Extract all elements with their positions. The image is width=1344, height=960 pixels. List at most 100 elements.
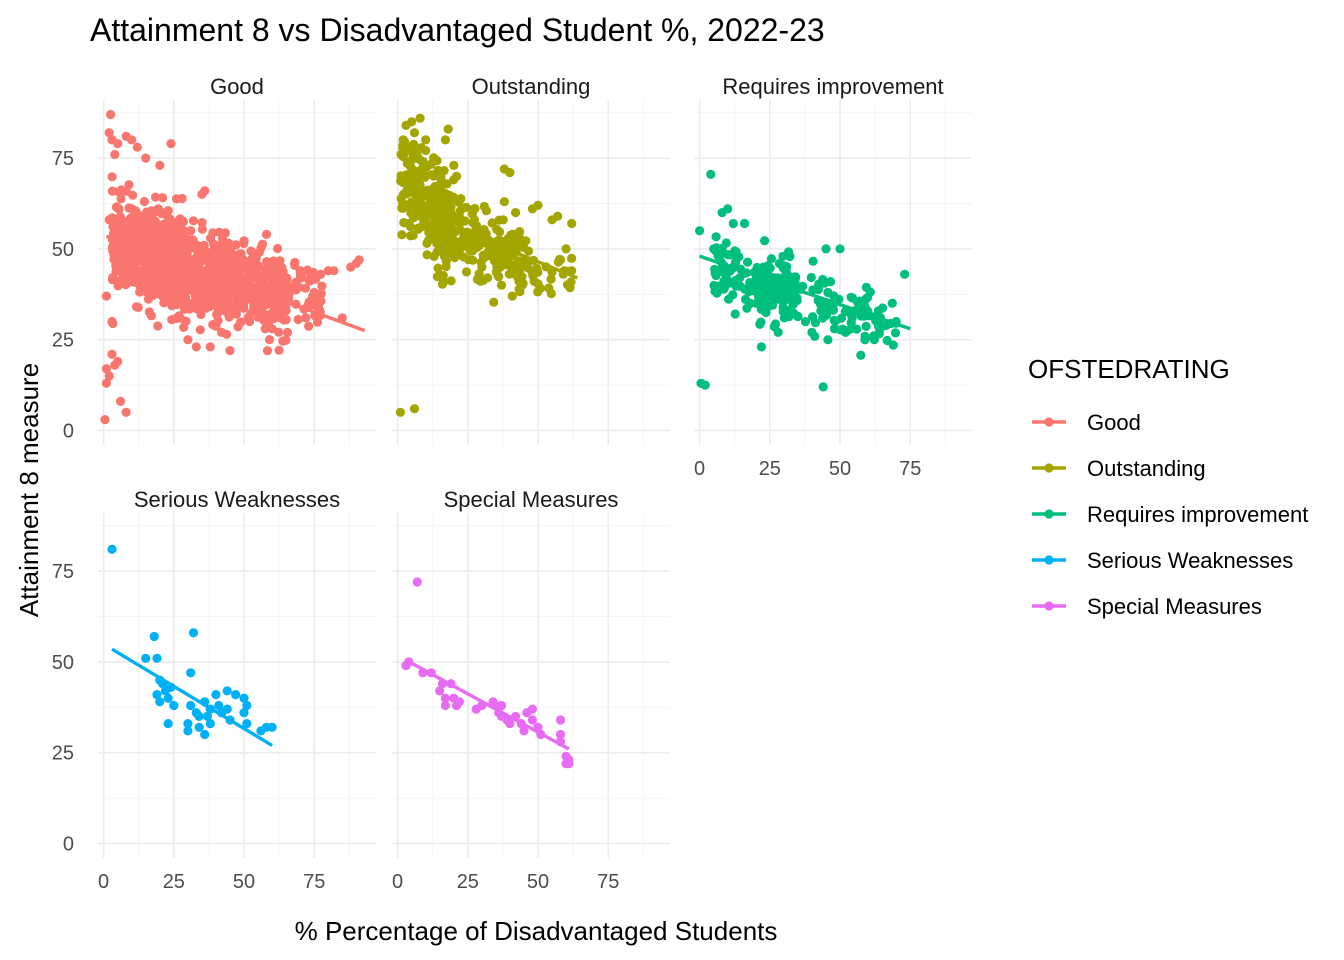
data-point (446, 276, 456, 286)
data-point (409, 166, 419, 176)
data-point (506, 230, 516, 240)
data-point (115, 396, 126, 406)
data-point (275, 256, 285, 266)
data-point (433, 263, 443, 273)
strip-label: Special Measures (444, 487, 619, 512)
data-point (239, 236, 249, 246)
data-point (409, 128, 420, 138)
data-point (449, 160, 459, 170)
data-point (212, 263, 222, 273)
data-point (564, 755, 574, 765)
data-point (274, 312, 284, 322)
legend-label: Special Measures (1087, 594, 1262, 619)
data-point (498, 215, 508, 225)
data-point (778, 262, 788, 272)
data-point (481, 206, 491, 216)
data-point (110, 149, 120, 160)
x-tick-label: 50 (829, 458, 851, 480)
data-point (452, 241, 462, 251)
panel-outstanding: Outstanding (392, 74, 670, 445)
data-point (440, 693, 450, 703)
data-point (150, 192, 161, 202)
data-point (861, 321, 871, 331)
data-point (225, 288, 235, 298)
data-point (121, 186, 131, 196)
data-point (422, 250, 432, 260)
data-point (282, 327, 293, 338)
data-point (184, 304, 194, 314)
data-point (847, 323, 857, 333)
data-point (756, 342, 767, 352)
data-point (231, 240, 241, 250)
data-point (152, 653, 162, 663)
legend-dot (1044, 555, 1054, 565)
data-point (519, 726, 529, 736)
x-tick-label: 50 (527, 871, 549, 893)
data-point (147, 276, 157, 286)
data-point (491, 267, 501, 277)
data-point (139, 196, 149, 207)
data-point (290, 258, 300, 268)
data-point (567, 218, 577, 229)
data-point (149, 224, 159, 234)
data-point (439, 242, 449, 252)
data-point (121, 280, 131, 290)
data-point (194, 711, 204, 722)
y-tick-label: 0 (63, 833, 74, 855)
data-point (888, 340, 898, 350)
data-point (246, 246, 256, 256)
data-point (492, 224, 502, 234)
data-point (293, 314, 303, 325)
data-point (192, 254, 202, 264)
data-point (521, 236, 531, 246)
data-point (825, 277, 836, 287)
legend-dot (1044, 601, 1054, 611)
y-tick-label: 50 (52, 652, 74, 674)
data-point (354, 255, 364, 265)
data-point (841, 327, 851, 337)
data-point (242, 719, 252, 729)
data-point (205, 719, 215, 729)
data-point (472, 274, 482, 284)
data-point (153, 321, 163, 331)
data-point (723, 250, 733, 260)
data-point (281, 273, 291, 283)
data-point (107, 172, 117, 182)
data-point (489, 297, 499, 307)
data-point (778, 251, 788, 261)
data-point (172, 299, 182, 310)
data-point (788, 308, 799, 318)
legend-item: Requires improvement (1032, 502, 1308, 527)
legend-dot (1044, 509, 1054, 519)
data-point (440, 135, 450, 145)
points (695, 169, 910, 392)
data-point (171, 229, 181, 240)
data-point (555, 715, 566, 725)
data-point (101, 364, 111, 374)
data-point (189, 297, 199, 308)
data-point (131, 302, 142, 312)
data-point (100, 415, 110, 425)
data-point (755, 266, 765, 276)
y-tick-label: 0 (63, 420, 74, 442)
data-point (555, 255, 566, 265)
x-tick-label: 0 (392, 871, 403, 893)
data-point (111, 261, 121, 271)
data-point (510, 208, 521, 218)
legend-label: Good (1087, 410, 1141, 435)
data-point (149, 631, 159, 642)
data-point (174, 311, 184, 321)
data-point (135, 276, 145, 286)
data-point (145, 218, 155, 228)
data-point (496, 700, 507, 711)
trend-line (399, 203, 578, 280)
strip-label: Good (210, 74, 264, 99)
data-point (808, 256, 818, 266)
data-point (468, 255, 478, 265)
data-point (411, 181, 421, 191)
trend-line (105, 234, 366, 333)
data-point (231, 690, 241, 700)
data-point (815, 299, 826, 309)
x-tick-label: 75 (303, 871, 325, 893)
legend-item: Special Measures (1032, 594, 1262, 619)
